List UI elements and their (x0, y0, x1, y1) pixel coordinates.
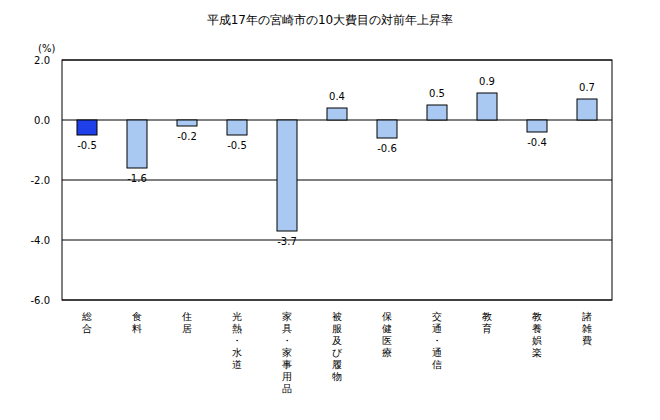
bars (77, 93, 597, 231)
bar (477, 93, 497, 120)
x-tick-label: 光熱・水道 (232, 311, 242, 370)
y-tick-label: 2.0 (34, 55, 50, 66)
y-tick-label: 0.0 (34, 115, 50, 126)
x-tick-label: 食料 (132, 311, 142, 334)
bar (327, 108, 347, 120)
bar (127, 120, 147, 168)
data-label: -0.6 (377, 143, 397, 154)
x-tick-label: 総合 (81, 311, 92, 334)
bar (527, 120, 547, 132)
data-label: -0.2 (177, 131, 197, 142)
x-tick-label: 保健医療 (382, 311, 392, 358)
data-label: 0.5 (429, 88, 445, 99)
bar (377, 120, 397, 138)
y-axis-label: (%) (38, 43, 55, 54)
data-label: -1.6 (127, 173, 147, 184)
grid-line (62, 240, 612, 241)
x-tick-label: 交通・通信 (432, 311, 442, 370)
bar (77, 120, 97, 135)
data-label: -0.4 (527, 137, 547, 148)
bar (227, 120, 247, 135)
y-tick-label: -2.0 (30, 175, 50, 186)
y-tick-label: -6.0 (30, 295, 50, 306)
data-label: -0.5 (227, 140, 247, 151)
x-tick-label: 被服及び履物 (332, 311, 343, 382)
data-label: -3.7 (277, 236, 297, 247)
x-tick-label: 諸雑費 (582, 311, 592, 346)
plot-frame (62, 60, 612, 300)
bar (277, 120, 297, 231)
bar (427, 105, 447, 120)
x-tick-label: 家具・家事用品 (282, 311, 292, 394)
x-tick-label: 教養娯楽 (532, 311, 542, 358)
data-label: 0.9 (479, 76, 495, 87)
chart: 平成17年の宮崎市の10大費目の対前年上昇率 (%) -6.0 -4.0 -2.0 0.0… (0, 0, 660, 420)
y-tick-label: -4.0 (30, 235, 50, 246)
x-tick-label: 教育 (482, 311, 492, 334)
x-tick-label: 住居 (182, 311, 192, 334)
bar (177, 120, 197, 126)
data-label: -0.5 (77, 140, 97, 151)
data-label: 0.4 (329, 91, 345, 102)
bar (577, 99, 597, 120)
title: 平成17年の宮崎市の10大費目の対前年上昇率 (207, 13, 454, 27)
data-label: 0.7 (579, 82, 595, 93)
